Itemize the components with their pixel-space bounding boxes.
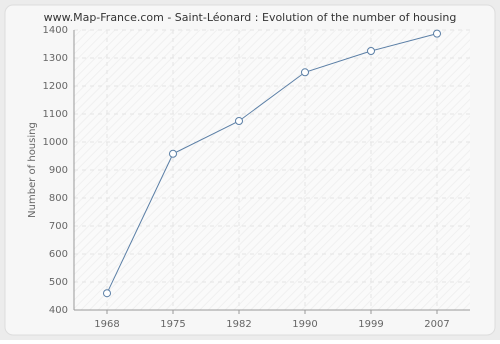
y-axis-label: Number of housing xyxy=(27,122,38,218)
y-tick-label: 1200 xyxy=(43,81,68,92)
chart-title: www.Map-France.com - Saint-Léonard : Evo… xyxy=(44,11,457,24)
y-tick-label: 1400 xyxy=(43,25,68,36)
point xyxy=(103,289,111,298)
x-tick-label: 1999 xyxy=(358,319,383,330)
x-tick-label: 1990 xyxy=(292,319,317,330)
y-tick-label: 700 xyxy=(49,221,68,232)
y-tick-label: 1000 xyxy=(43,137,68,148)
y-tick-label: 1100 xyxy=(43,109,68,120)
y-tick-label: 600 xyxy=(49,249,68,260)
y-tick-label: 1300 xyxy=(43,53,68,64)
y-tick-label: 900 xyxy=(49,165,68,176)
point xyxy=(301,68,309,77)
x-tick-label: 2007 xyxy=(424,319,449,330)
line xyxy=(106,33,438,294)
y-tick-label: 800 xyxy=(49,193,68,204)
x-tick-label: 1982 xyxy=(226,319,251,330)
x-tick-label: 1975 xyxy=(160,319,185,330)
x-tick-label: 1968 xyxy=(94,319,119,330)
point xyxy=(169,149,177,158)
point xyxy=(367,47,375,55)
point xyxy=(235,117,243,125)
y-tick-label: 500 xyxy=(49,277,68,288)
point xyxy=(433,29,441,38)
y-tick-label: 400 xyxy=(49,305,68,316)
